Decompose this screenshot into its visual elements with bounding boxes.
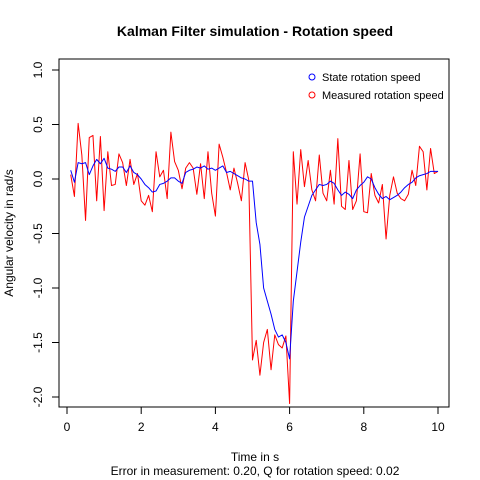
chart-title: Kalman Filter simulation - Rotation spee… <box>117 23 393 39</box>
legend-label: State rotation speed <box>322 72 420 84</box>
series-layer <box>70 122 439 405</box>
y-tick-label: -1.0 <box>31 277 45 298</box>
x-axis-label: Time in s <box>231 450 279 464</box>
state-rotation-speed-line <box>70 157 438 360</box>
x-tick-label: 2 <box>138 420 145 434</box>
y-tick-label: 0.5 <box>31 116 45 133</box>
legend-marker <box>308 73 316 81</box>
x-tick-label: 8 <box>360 420 367 434</box>
plot-area-frame <box>58 58 450 408</box>
legend: State rotation speed Measured rotation sp… <box>308 72 444 102</box>
x-tick-label: 6 <box>286 420 293 434</box>
y-tick-label: -1.5 <box>31 332 45 353</box>
measured-rotation-speed-line <box>70 122 439 405</box>
legend-marker <box>308 91 316 99</box>
legend-label: Measured rotation speed <box>322 90 444 102</box>
chart-subtitle: Error in measurement: 0.20, Q for rotati… <box>111 464 400 478</box>
y-axis-label: Angular velocity in rad/s <box>2 169 16 296</box>
x-axis: 0 2 4 6 8 10 <box>64 406 445 434</box>
x-tick-label: 4 <box>212 420 219 434</box>
x-tick-label: 0 <box>64 420 71 434</box>
y-tick-label: -2.0 <box>31 386 45 407</box>
x-tick-label: 10 <box>431 420 445 434</box>
y-axis: -2.0 -1.5 -1.0 -0.5 0.0 0.5 1.0 <box>31 61 60 407</box>
y-tick-label: -0.5 <box>31 223 45 244</box>
y-tick-label: 1.0 <box>31 61 45 78</box>
y-tick-label: 0.0 <box>31 170 45 187</box>
